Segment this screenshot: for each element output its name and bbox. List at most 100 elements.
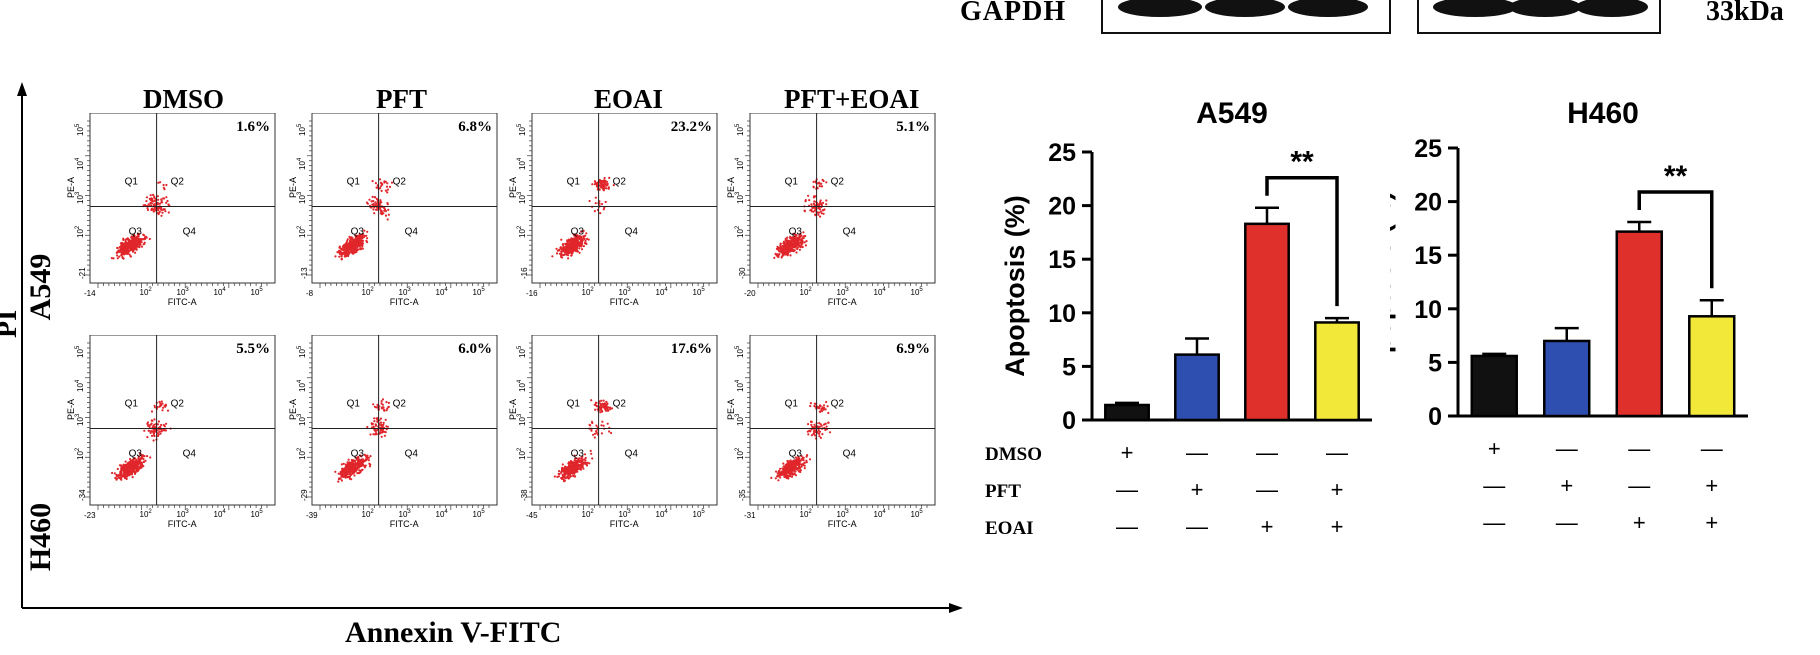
y-tick-label: 104 bbox=[517, 379, 527, 392]
y-tick-label: 105 bbox=[75, 345, 85, 358]
y-tick-label: 103 bbox=[75, 413, 85, 426]
y-axis-label: Apoptosis (%) bbox=[1000, 195, 1030, 377]
x-tick-label: 102 bbox=[582, 287, 595, 297]
bar-chart-h460: H460 Apoptosis (%) 0 5 10 15 20 25 ** + — — — — + — + — — +… bbox=[1390, 97, 1748, 535]
quadrant-label: Q3 bbox=[351, 227, 365, 238]
x-tick-label: 102 bbox=[140, 509, 153, 519]
y-axis-name: PE-A bbox=[288, 399, 298, 420]
y-tick-label: 10 bbox=[1414, 296, 1442, 324]
quadrant-label: Q2 bbox=[171, 177, 185, 188]
y-tick-label: 103 bbox=[517, 413, 527, 426]
x-neg-tick-label: -20 bbox=[744, 289, 756, 298]
blot-band bbox=[1288, 0, 1368, 17]
row-label-h460: H460 bbox=[24, 502, 57, 572]
y-tick-label: 25 bbox=[1048, 139, 1076, 167]
x-axis-name: FITC-A bbox=[168, 297, 197, 307]
y-tick-label: 105 bbox=[297, 123, 307, 136]
condition-mark: + bbox=[1560, 473, 1573, 498]
y-tick-label: 102 bbox=[297, 225, 307, 238]
quadrant-label: Q3 bbox=[129, 227, 143, 238]
x-tick-label: 102 bbox=[800, 287, 813, 297]
condition-label: EOAI bbox=[985, 518, 1034, 539]
apoptosis-percentage: 6.8% bbox=[458, 119, 492, 135]
x-tick-label: 105 bbox=[473, 287, 486, 297]
flow-plot: Q1 Q2 Q3 Q4 17.6% FITC-A PE-A -45 -38 102 102 103 10… bbox=[508, 335, 718, 529]
y-tick-label: 104 bbox=[75, 157, 85, 170]
y-axis-name: PE-A bbox=[726, 399, 736, 420]
y-neg-tick-label: -13 bbox=[300, 267, 309, 279]
x-tick-label: 104 bbox=[656, 509, 669, 519]
y-neg-tick-label: -34 bbox=[78, 489, 87, 501]
x-tick-label: 105 bbox=[693, 287, 706, 297]
x-tick-label: 103 bbox=[177, 509, 190, 519]
flow-axes-arrows bbox=[17, 82, 963, 613]
quadrant-label: Q4 bbox=[405, 449, 419, 460]
blot-band bbox=[1118, 0, 1202, 17]
column-header-eoai: EOAI bbox=[594, 84, 664, 114]
quadrant-label: Q1 bbox=[347, 177, 361, 188]
bar bbox=[1688, 315, 1736, 418]
dot-cloud bbox=[334, 398, 390, 483]
condition-mark: — bbox=[1256, 477, 1278, 502]
y-neg-tick-label: -21 bbox=[78, 267, 87, 279]
quadrant-label: Q3 bbox=[351, 449, 365, 460]
y-tick-label: 104 bbox=[735, 379, 745, 392]
y-tick-label: 20 bbox=[1048, 193, 1076, 221]
quadrant-label: Q2 bbox=[393, 177, 407, 188]
y-neg-tick-label: -35 bbox=[738, 489, 747, 501]
blot-band bbox=[1205, 0, 1285, 17]
y-tick-label: 10 bbox=[1048, 300, 1076, 328]
quadrant-label: Q4 bbox=[183, 227, 197, 238]
condition-mark: + bbox=[1331, 477, 1344, 502]
x-neg-tick-label: -8 bbox=[306, 289, 314, 298]
x-tick-label: 102 bbox=[362, 509, 375, 519]
y-axis-name: PE-A bbox=[726, 177, 736, 198]
x-tick-label: 105 bbox=[251, 509, 264, 519]
apoptosis-percentage: 5.5% bbox=[236, 341, 270, 357]
y-neg-tick-label: -30 bbox=[738, 267, 747, 279]
blot-row-label: GAPDH bbox=[960, 0, 1067, 27]
blot-band bbox=[1509, 0, 1581, 17]
y-neg-tick-label: -16 bbox=[520, 267, 529, 279]
x-axis-name: FITC-A bbox=[168, 519, 197, 529]
quadrant-label: Q3 bbox=[129, 449, 143, 460]
y-tick-label: 102 bbox=[75, 447, 85, 460]
y-tick-label: 104 bbox=[75, 379, 85, 392]
y-tick-label: 102 bbox=[517, 447, 527, 460]
x-tick-label: 102 bbox=[140, 287, 153, 297]
y-tick-label: 103 bbox=[297, 191, 307, 204]
condition-mark: + bbox=[1633, 510, 1646, 535]
y-axis-name: PE-A bbox=[508, 177, 518, 198]
quadrant-label: Q4 bbox=[625, 227, 639, 238]
quadrant-label: Q2 bbox=[831, 399, 845, 410]
condition-mark: — bbox=[1556, 510, 1578, 535]
column-header-pft: PFT bbox=[376, 84, 427, 114]
y-axis-name: PE-A bbox=[288, 177, 298, 198]
flow-y-axis-label: PI bbox=[0, 310, 23, 338]
x-tick-label: 103 bbox=[837, 509, 850, 519]
y-tick-label: 5 bbox=[1062, 353, 1076, 381]
y-tick-label: 105 bbox=[735, 123, 745, 136]
quadrant-label: Q4 bbox=[625, 449, 639, 460]
condition-mark: — bbox=[1701, 436, 1723, 461]
y-tick-label: 105 bbox=[517, 123, 527, 136]
x-tick-label: 105 bbox=[911, 287, 924, 297]
blot-band bbox=[1433, 0, 1517, 17]
x-tick-label: 103 bbox=[619, 287, 632, 297]
blot-band bbox=[1576, 0, 1648, 17]
significance-label: ** bbox=[1290, 146, 1314, 179]
y-tick-label: 103 bbox=[75, 191, 85, 204]
flow-plot: Q1 Q2 Q3 Q4 5.5% FITC-A PE-A -23 -34 102 102 103 103… bbox=[66, 335, 276, 529]
y-tick-label: 105 bbox=[517, 345, 527, 358]
y-tick-label: 104 bbox=[517, 157, 527, 170]
x-axis-name: FITC-A bbox=[390, 519, 419, 529]
quadrant-label: Q1 bbox=[347, 399, 361, 410]
condition-mark: + bbox=[1488, 436, 1501, 461]
bar bbox=[1543, 339, 1591, 418]
condition-mark: — bbox=[1556, 436, 1578, 461]
x-tick-label: 104 bbox=[214, 287, 227, 297]
x-tick-label: 104 bbox=[436, 287, 449, 297]
y-tick-label: 103 bbox=[735, 413, 745, 426]
y-tick-label: 103 bbox=[517, 191, 527, 204]
y-axis-name: PE-A bbox=[508, 399, 518, 420]
